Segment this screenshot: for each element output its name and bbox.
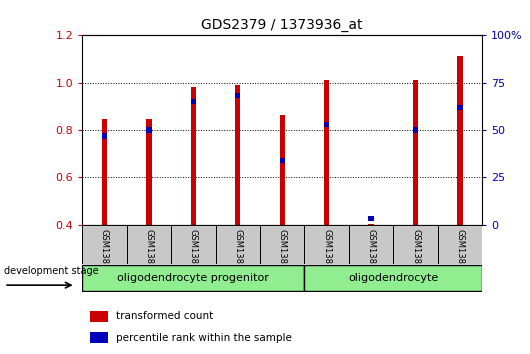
Bar bbox=[102, 119, 107, 225]
Bar bbox=[127, 225, 171, 264]
Bar bbox=[413, 127, 418, 133]
Bar bbox=[90, 311, 108, 322]
Bar bbox=[235, 85, 241, 225]
Text: GSM138225: GSM138225 bbox=[411, 229, 420, 279]
Bar bbox=[304, 265, 482, 291]
Bar bbox=[260, 225, 304, 264]
Text: oligodendrocyte: oligodendrocyte bbox=[348, 273, 438, 283]
Bar bbox=[146, 127, 152, 133]
Bar bbox=[191, 87, 196, 225]
Bar bbox=[324, 80, 329, 225]
Bar bbox=[102, 133, 107, 139]
Bar bbox=[90, 332, 108, 343]
Bar bbox=[368, 224, 374, 225]
Bar bbox=[279, 115, 285, 225]
Bar bbox=[146, 119, 152, 225]
Bar bbox=[191, 99, 196, 104]
Text: GSM138229: GSM138229 bbox=[456, 229, 465, 279]
Bar bbox=[304, 225, 349, 264]
Text: percentile rank within the sample: percentile rank within the sample bbox=[116, 332, 292, 343]
Text: GSM138218: GSM138218 bbox=[100, 229, 109, 279]
Bar bbox=[438, 225, 482, 264]
Bar bbox=[368, 216, 374, 222]
Bar bbox=[279, 158, 285, 164]
Bar bbox=[457, 56, 463, 225]
Bar bbox=[216, 225, 260, 264]
Bar bbox=[82, 225, 127, 264]
Bar bbox=[349, 225, 393, 264]
Text: GSM138219: GSM138219 bbox=[144, 229, 153, 279]
Text: GSM138220: GSM138220 bbox=[189, 229, 198, 279]
Text: GSM138223: GSM138223 bbox=[322, 229, 331, 279]
Text: development stage: development stage bbox=[4, 266, 99, 276]
Bar bbox=[393, 225, 438, 264]
Bar bbox=[235, 93, 241, 98]
Text: oligodendrocyte progenitor: oligodendrocyte progenitor bbox=[117, 273, 269, 283]
Bar bbox=[171, 225, 216, 264]
Bar bbox=[82, 265, 304, 291]
Bar bbox=[413, 80, 418, 225]
Title: GDS2379 / 1373936_at: GDS2379 / 1373936_at bbox=[201, 18, 363, 32]
Bar bbox=[457, 105, 463, 110]
Text: GSM138221: GSM138221 bbox=[233, 229, 242, 279]
Text: transformed count: transformed count bbox=[116, 311, 214, 321]
Text: GSM138224: GSM138224 bbox=[367, 229, 376, 279]
Bar bbox=[324, 121, 329, 127]
Text: GSM138222: GSM138222 bbox=[278, 229, 287, 279]
